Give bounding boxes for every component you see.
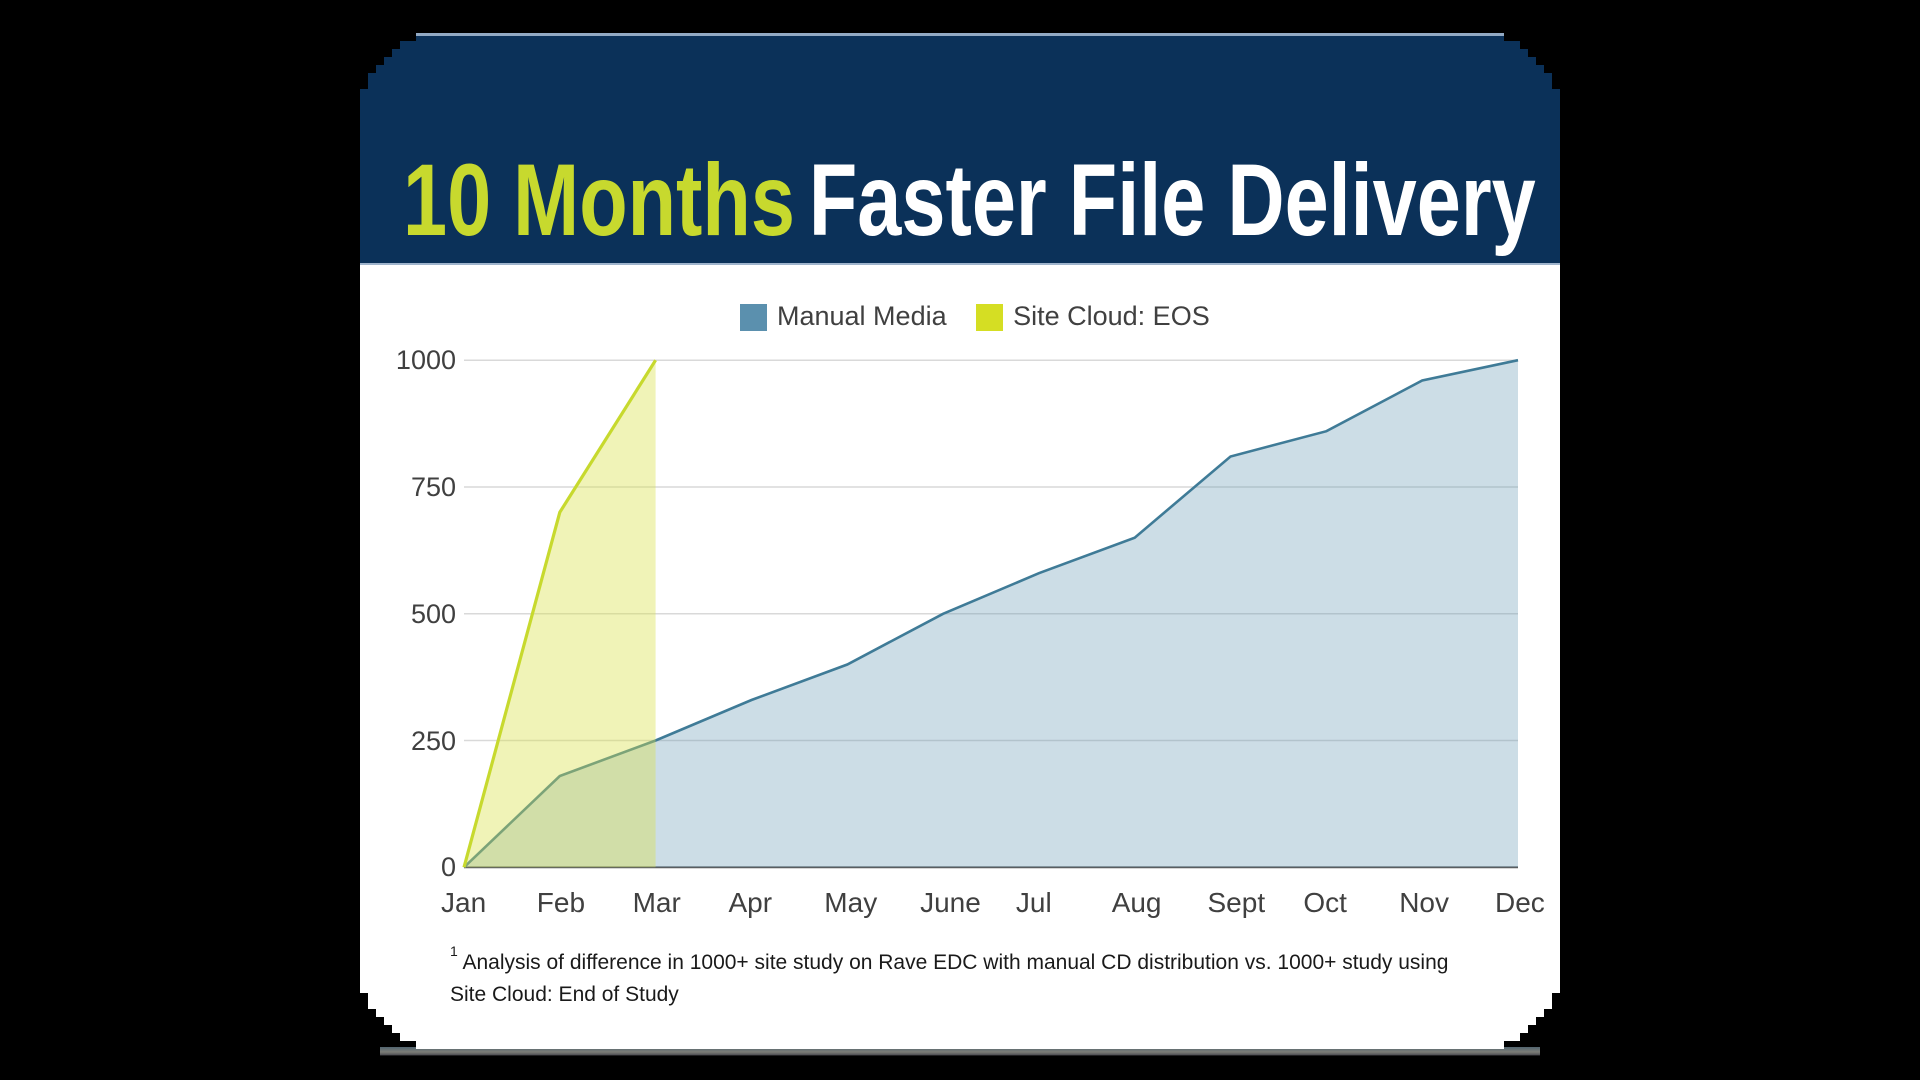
svg-text:0: 0 — [441, 852, 456, 882]
svg-text:250: 250 — [411, 726, 456, 756]
svg-text:Apr: Apr — [729, 887, 773, 918]
svg-text:Nov: Nov — [1399, 887, 1449, 918]
svg-text:June: June — [920, 887, 981, 918]
svg-text:Jul: Jul — [1016, 887, 1052, 918]
svg-text:1000: 1000 — [396, 345, 456, 375]
svg-text:May: May — [824, 887, 877, 918]
svg-text:750: 750 — [411, 472, 456, 502]
svg-text:Feb: Feb — [537, 887, 585, 918]
svg-text:Dec: Dec — [1495, 887, 1545, 918]
svg-text:Aug: Aug — [1112, 887, 1162, 918]
svg-text:Jan: Jan — [441, 887, 486, 918]
svg-text:Oct: Oct — [1303, 887, 1347, 918]
svg-text:500: 500 — [411, 599, 456, 629]
svg-text:Mar: Mar — [633, 887, 681, 918]
svg-text:Sept: Sept — [1208, 887, 1266, 918]
